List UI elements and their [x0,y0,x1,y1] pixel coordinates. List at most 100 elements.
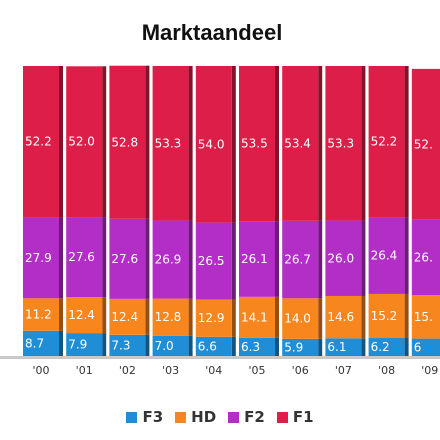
bar-side-hd [145,298,150,335]
bar-segment-f2 [23,217,59,299]
legend-swatch [126,411,138,423]
x-tick-label: '07 [335,364,352,377]
bar-side-f2 [231,222,236,300]
legend-label: F3 [142,408,164,426]
legend-item-f1: F1 [276,408,314,426]
value-label-f1: 54.0 [198,137,225,151]
bar-segment-f3 [66,333,103,356]
bar-segment-f3 [411,338,440,356]
value-label-f3: 6.6 [198,339,217,353]
bar-side-f2 [275,221,279,297]
value-label-hd: 12.4 [68,308,95,322]
value-label-f2: 26.5 [198,254,225,268]
x-tick-label: '03 [162,364,179,377]
value-label-f3: 7.0 [155,339,174,353]
bar-segment-hd [66,297,103,334]
value-label-f3: 7.3 [111,338,130,352]
bar-side-f2 [188,220,193,299]
x-tick-label: '02 [119,364,136,377]
bar-segment-f2 [195,222,232,300]
bar-segment-f3 [282,338,319,356]
bar-side-hd [275,296,279,338]
bar-side-f2 [102,217,107,298]
bar-side-f1 [188,66,193,221]
bar-side-f1 [318,66,323,221]
bar-side-hd [404,293,409,339]
bar-side-hd [231,299,236,337]
bar-segment-f3 [152,335,189,356]
legend-item-hd: HD [175,408,216,426]
value-label-hd: 14.1 [241,310,268,324]
bar-side-f2 [361,220,366,296]
x-tick-label: '08 [378,364,395,377]
bar-side-f1 [275,66,279,222]
bar-segment-f3 [239,337,275,356]
value-label-f1: 52.8 [111,135,138,149]
value-label-f1: 53.3 [155,136,182,150]
legend-label: F1 [292,408,314,426]
value-label-f3: 6.3 [241,340,260,354]
bar-segment-f3 [23,330,59,356]
bar-side-f1 [59,66,63,218]
x-tick-label: '04 [205,364,222,377]
value-label-f2: 26. [414,250,433,264]
bar-segment-f2 [368,217,405,294]
bar-segment-f1 [109,65,146,219]
bar-segment-f1 [368,66,405,218]
bar-side-f2 [145,218,150,299]
bar-segment-f2 [325,220,362,296]
bar-side-f2 [404,217,409,294]
legend-item-f3: F3 [126,408,163,426]
x-tick-label: '00 [32,364,49,377]
bar-side-hd [59,298,63,331]
bar-segment-f2 [152,220,189,299]
value-label-f2: 27.6 [111,252,138,266]
bar-segment-f1 [239,66,275,222]
bar-segment-f1 [195,66,232,223]
value-label-f3: 6.1 [327,340,346,354]
bar-side-f1 [361,66,366,221]
bar-segment-hd [195,299,232,337]
bar-segment-hd [368,293,405,339]
value-label-f3: 5.9 [284,340,303,354]
bar-segment-hd [282,298,319,339]
bar-segment-hd [152,298,189,336]
bar-segment-f1 [411,68,440,220]
x-tick-label: '05 [248,364,265,377]
legend-swatch [175,411,187,423]
bar-side-hd [361,295,366,339]
bar-side-f3 [275,337,279,356]
legend-swatch [276,411,288,423]
value-label-f2: 26.0 [327,251,354,265]
bar-side-hd [188,298,193,336]
chart-floor [0,356,440,359]
bar-side-f3 [404,338,409,356]
value-label-f3: 8.7 [25,336,44,350]
bar-side-f1 [102,66,107,218]
bar-segment-f1 [282,66,319,221]
value-label-f3: 6 [414,340,422,354]
bar-segment-f2 [109,218,146,299]
bar-side-f3 [59,330,63,356]
bar-side-f3 [102,333,107,356]
bar-side-f3 [318,338,323,356]
bar-side-f1 [404,66,409,218]
value-label-f1: 52.2 [371,135,398,149]
bar-segment-f1 [66,66,103,218]
x-tick-label: '09 [421,364,438,377]
bar-segment-f3 [195,336,232,356]
value-label-f3: 7.9 [68,338,87,352]
bar-segment-hd [23,298,59,331]
value-label-hd: 12.8 [155,310,182,324]
bar-segment-f3 [109,334,146,356]
value-label-f1: 53.5 [241,137,268,151]
value-label-f2: 26.1 [241,252,268,266]
value-label-f2: 26.9 [155,253,182,267]
value-label-f2: 26.4 [371,249,398,263]
value-label-f1: 53.3 [327,136,354,150]
value-label-hd: 12.4 [111,310,138,324]
bar-segment-f2 [66,217,103,298]
value-label-hd: 15. [414,310,433,324]
bar-side-f3 [188,335,193,356]
